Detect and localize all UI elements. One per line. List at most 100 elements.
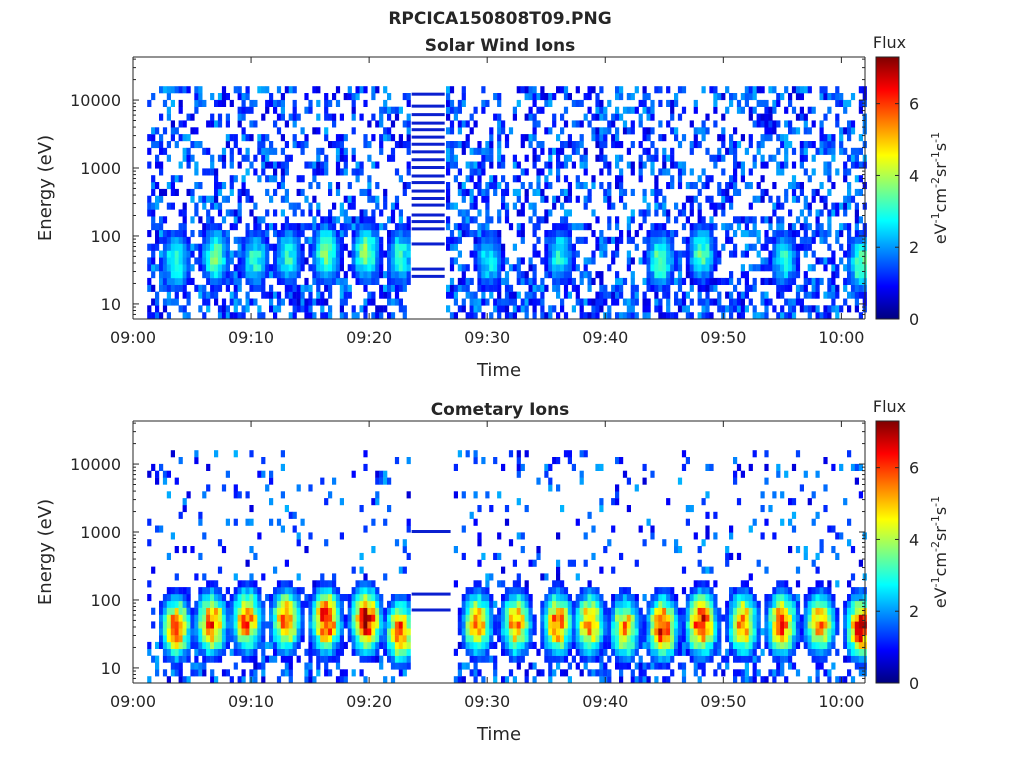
spectrogram-cell: [666, 216, 671, 224]
spectrogram-cell: [721, 188, 726, 196]
spectrogram-cell: [402, 635, 407, 643]
spectrogram-cell: [780, 312, 785, 320]
spectrogram-cell: [823, 86, 828, 94]
spectrogram-cell: [225, 470, 230, 478]
spectrogram-cell: [489, 628, 494, 636]
spectrogram-cell: [359, 607, 364, 615]
spectrogram-cell: [147, 580, 152, 588]
spectrogram-cell: [666, 182, 671, 190]
spectrogram-cell: [729, 134, 734, 142]
spectrogram-cell: [646, 676, 651, 684]
spectrogram-cell: [504, 614, 510, 622]
spectrogram-cell: [182, 628, 187, 636]
spectrogram-cell: [375, 86, 380, 94]
spectrogram-cell: [469, 312, 474, 320]
spectrogram-cell: [217, 539, 223, 547]
spectrogram-cell: [560, 271, 565, 279]
spectrogram-cell: [736, 648, 742, 656]
spectrogram-cell: [772, 202, 777, 210]
spectrogram-cell: [567, 635, 572, 643]
spectrogram-cell: [481, 648, 486, 656]
spectrogram-cell: [300, 305, 305, 313]
calibration-line: [411, 213, 445, 217]
spectrogram-cell: [615, 662, 620, 670]
spectrogram-cell: [446, 236, 451, 244]
spectrogram-cell: [713, 223, 718, 231]
spectrogram-cell: [237, 641, 242, 649]
spectrogram-cell: [461, 628, 466, 636]
spectrogram-cell: [461, 607, 466, 615]
spectrogram-cell: [717, 614, 722, 622]
spectrogram-cell: [780, 141, 785, 149]
spectrogram-cell: [536, 216, 541, 224]
spectrogram-cell: [622, 298, 628, 306]
spectrogram-cell: [493, 175, 498, 183]
spectrogram-cell: [536, 669, 541, 677]
spectrogram-cell: [674, 277, 679, 285]
spectrogram-cell: [162, 99, 168, 107]
spectrogram-cell: [343, 676, 348, 684]
spectrogram-cell: [473, 587, 478, 595]
spectrogram-cell: [387, 614, 392, 622]
spectrogram-cell: [642, 641, 647, 649]
spectrogram-cell: [190, 113, 195, 121]
spectrogram-cell: [607, 216, 612, 224]
spectrogram-cell: [245, 154, 250, 162]
spectrogram-cell: [245, 491, 250, 499]
spectrogram-cell: [729, 236, 734, 244]
spectrogram-cell: [355, 161, 360, 169]
spectrogram-cell: [280, 236, 285, 244]
spectrogram-cell: [493, 230, 498, 238]
spectrogram-cell: [481, 154, 486, 162]
spectrogram-cell: [705, 182, 710, 190]
spectrogram-cell: [257, 147, 262, 155]
spectrogram-cell: [390, 277, 396, 285]
spectrogram-cell: [709, 614, 714, 622]
spectrogram-cell: [823, 93, 828, 101]
spectrogram-cell: [280, 587, 285, 595]
spectrogram-cell: [575, 291, 580, 299]
spectrogram-cell: [516, 628, 521, 636]
spectrogram-cell: [328, 236, 333, 244]
spectrogram-cell: [516, 573, 521, 581]
spectrogram-cell: [367, 216, 372, 224]
spectrogram-cell: [772, 271, 777, 279]
spectrogram-cell: [815, 284, 820, 292]
spectrogram-cell: [674, 216, 679, 224]
spectrogram-cell: [280, 580, 285, 588]
spectrogram-cell: [469, 628, 474, 636]
spectrogram-cell: [249, 518, 254, 526]
spectrogram-cell: [202, 600, 207, 608]
spectrogram-cell: [764, 257, 769, 265]
spectrogram-cell: [599, 463, 604, 471]
spectrogram-cell: [359, 264, 364, 272]
spectrogram-cell: [677, 614, 683, 622]
spectrogram-cell: [237, 607, 242, 615]
spectrogram-cell: [225, 312, 230, 320]
spectrogram-cell: [257, 264, 262, 272]
spectrogram-cell: [170, 264, 175, 272]
spectrogram-cell: [296, 291, 301, 299]
spectrogram-cell: [170, 236, 175, 244]
spectrogram-cell: [650, 264, 655, 272]
spectrogram-cell: [170, 641, 175, 649]
spectrogram-cell: [237, 236, 242, 244]
spectrogram-cell: [666, 621, 671, 629]
spectrogram-cell: [504, 141, 510, 149]
spectrogram-cell: [520, 223, 525, 231]
spectrogram-cell: [481, 271, 486, 279]
spectrogram-cell: [473, 291, 478, 299]
spectrogram-cell: [693, 662, 698, 670]
spectrogram-cell: [457, 264, 462, 272]
spectrogram-cell: [532, 243, 537, 251]
spectrogram-cell: [229, 154, 234, 162]
spectrogram-cell: [575, 662, 580, 670]
spectrogram-cell: [461, 99, 466, 107]
spectrogram-cell: [304, 284, 309, 292]
spectrogram-cell: [469, 655, 474, 663]
spectrogram-cell: [650, 532, 655, 540]
colorbar-title: Flux: [873, 33, 906, 52]
spectrogram-cell: [210, 230, 215, 238]
spectrogram-cell: [347, 600, 352, 608]
spectrogram-cell: [473, 621, 478, 629]
